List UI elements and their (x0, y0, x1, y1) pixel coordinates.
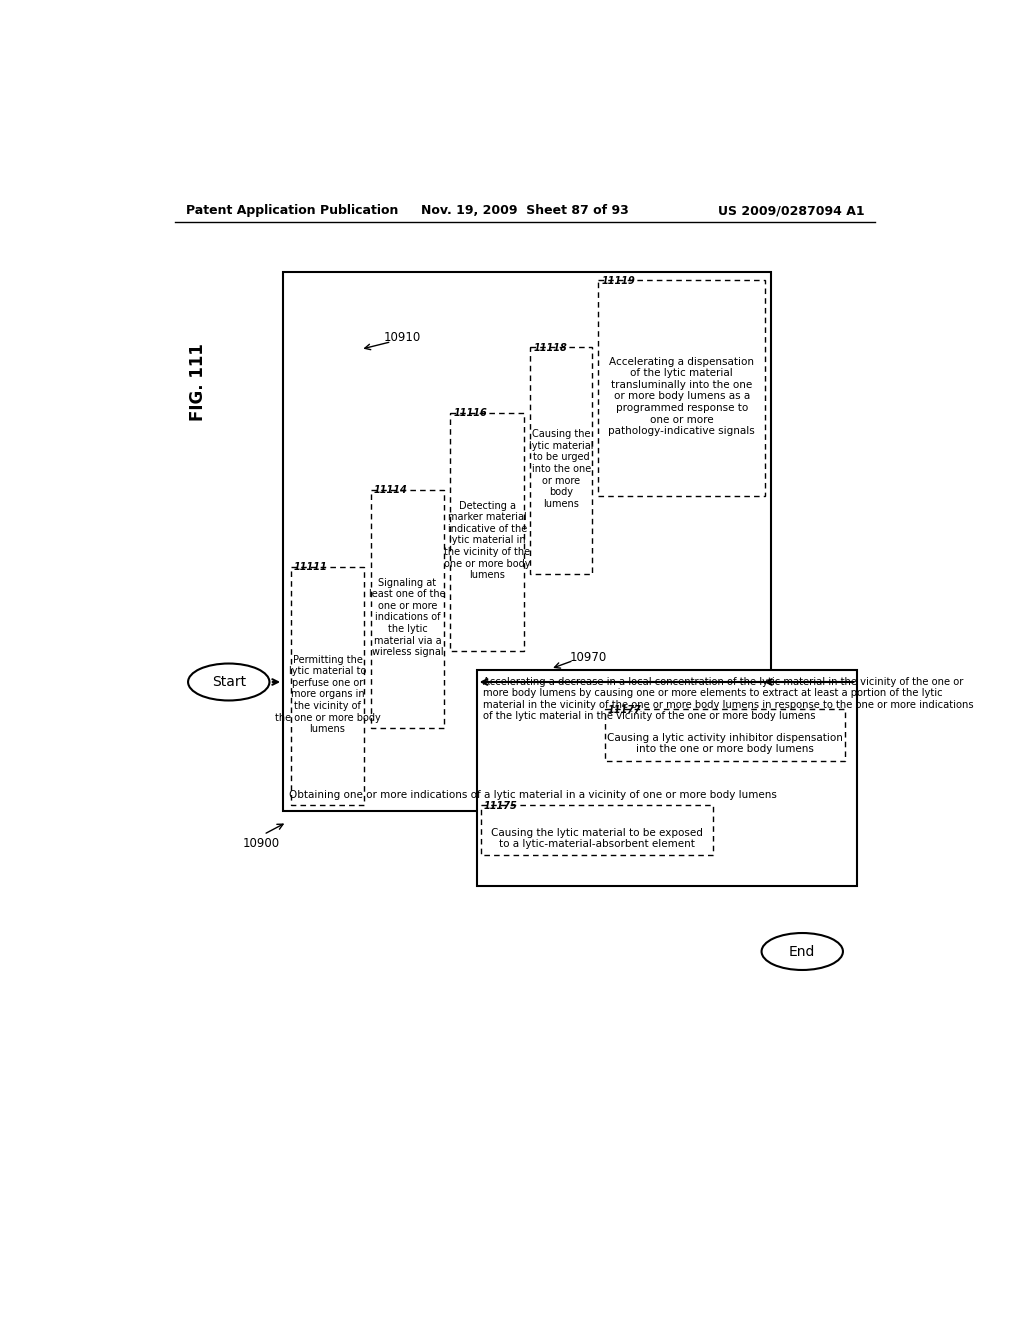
Text: End: End (790, 945, 815, 958)
Text: Causing the
lytic material
to be urged
into the one
or more
body
lumens: Causing the lytic material to be urged i… (529, 429, 594, 510)
FancyBboxPatch shape (530, 347, 592, 574)
Text: FIG. 111: FIG. 111 (188, 343, 207, 421)
FancyBboxPatch shape (480, 805, 713, 855)
Text: Permitting the
lytic material to
perfuse one or
more organs in
the vicinity of
t: Permitting the lytic material to perfuse… (274, 655, 381, 734)
Text: 11175: 11175 (483, 801, 517, 810)
Text: 10910: 10910 (384, 330, 421, 343)
FancyBboxPatch shape (598, 280, 765, 496)
Ellipse shape (188, 664, 269, 701)
Text: 10970: 10970 (569, 651, 607, 664)
FancyBboxPatch shape (371, 490, 444, 729)
Text: 11177: 11177 (607, 705, 641, 715)
Text: Causing the lytic material to be exposed
to a lytic-material-absorbent element: Causing the lytic material to be exposed… (490, 828, 702, 850)
FancyBboxPatch shape (604, 709, 845, 762)
Text: 11111: 11111 (294, 562, 328, 573)
Text: Nov. 19, 2009  Sheet 87 of 93: Nov. 19, 2009 Sheet 87 of 93 (421, 205, 629, 218)
Ellipse shape (762, 933, 843, 970)
Text: Accelerating a dispensation
of the lytic material
transluminally into the one
or: Accelerating a dispensation of the lytic… (608, 356, 755, 436)
Text: Obtaining one or more indications of a lytic material in a vicinity of one or mo: Obtaining one or more indications of a l… (289, 789, 777, 800)
FancyBboxPatch shape (283, 272, 771, 812)
Text: 10900: 10900 (243, 837, 280, 850)
Text: Accelerating a decrease in a local concentration of the lytic material in the vi: Accelerating a decrease in a local conce… (483, 677, 974, 722)
Text: 11116: 11116 (454, 408, 487, 418)
Text: Signaling at
least one of the
one or more
indications of
the lytic
material via : Signaling at least one of the one or mor… (369, 578, 445, 657)
FancyBboxPatch shape (477, 671, 856, 886)
Text: US 2009/0287094 A1: US 2009/0287094 A1 (718, 205, 864, 218)
Text: Causing a lytic activity inhibitor dispensation
into the one or more body lumens: Causing a lytic activity inhibitor dispe… (607, 733, 843, 755)
Text: Detecting a
marker material
indicative of the
lytic material in
the vicinity of : Detecting a marker material indicative o… (444, 500, 530, 579)
Text: 11119: 11119 (601, 276, 635, 286)
Text: 11118: 11118 (534, 343, 567, 352)
Text: 11114: 11114 (374, 486, 408, 495)
Text: Start: Start (212, 675, 246, 689)
FancyBboxPatch shape (291, 566, 365, 805)
FancyBboxPatch shape (451, 412, 524, 651)
Text: Patent Application Publication: Patent Application Publication (186, 205, 398, 218)
